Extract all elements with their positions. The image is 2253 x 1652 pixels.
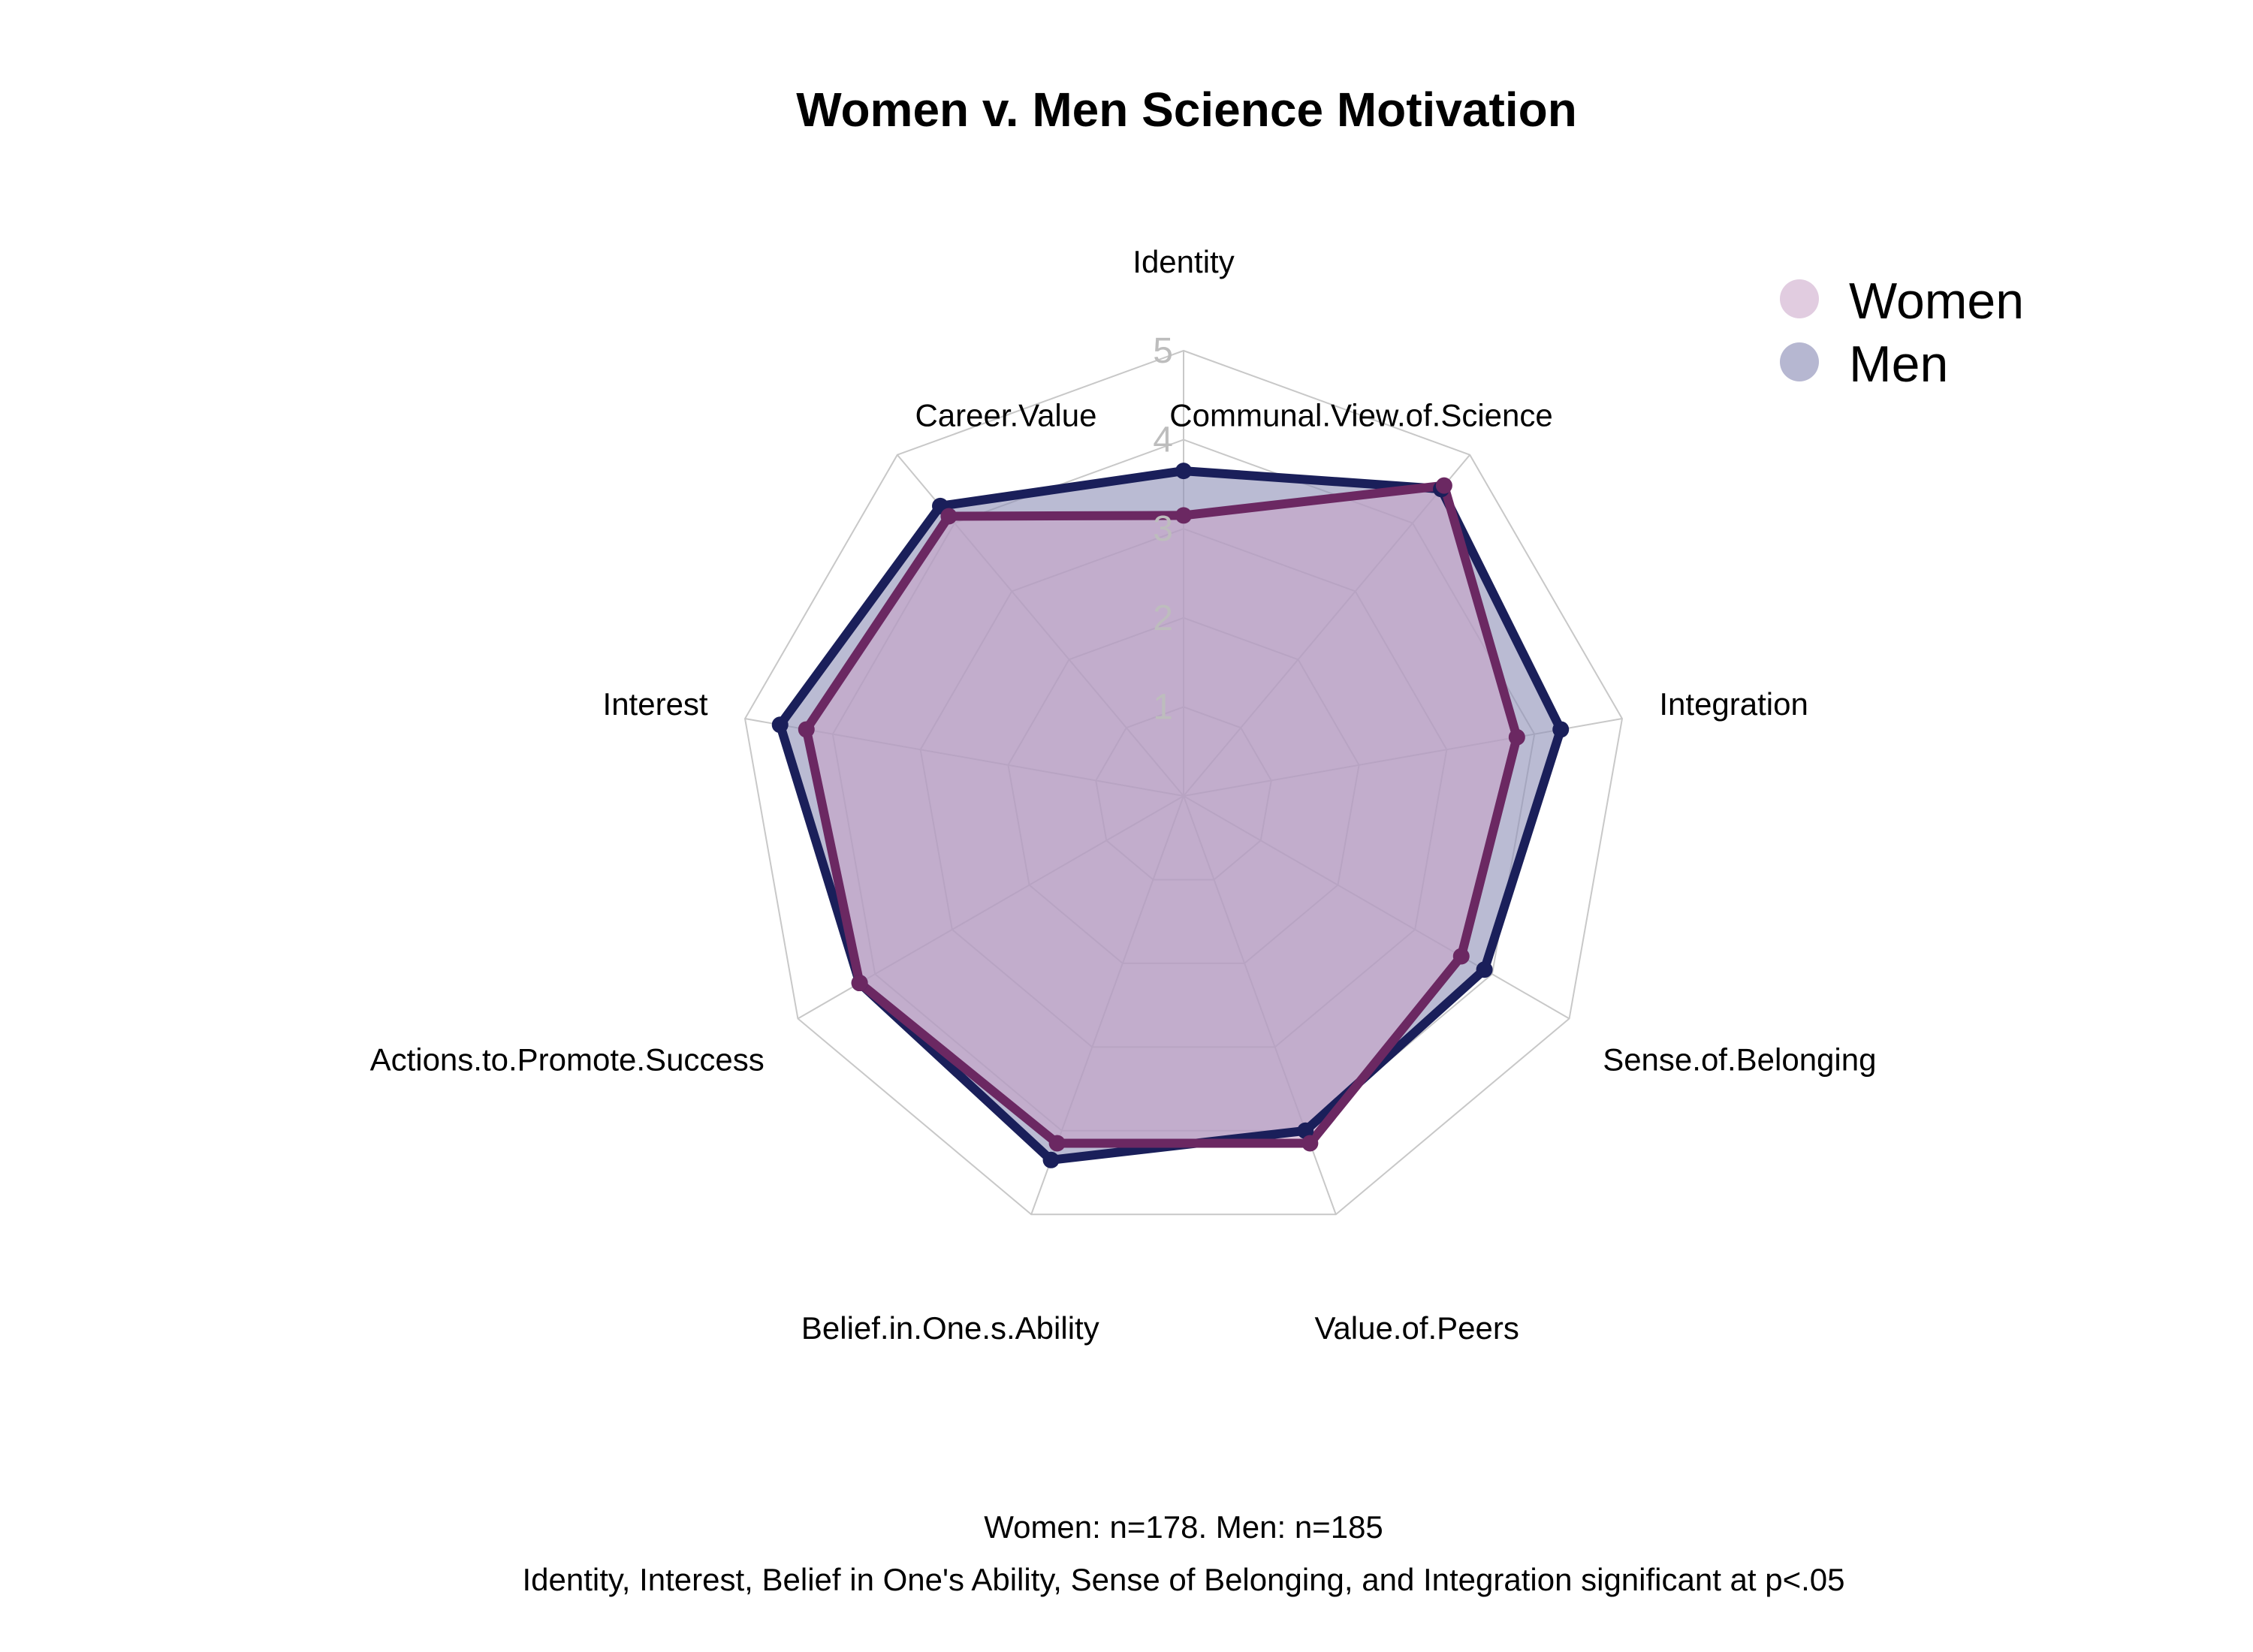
legend-women-swatch — [1780, 279, 1819, 318]
tick-label: 5 — [1153, 331, 1173, 371]
legend-men-swatch — [1780, 342, 1819, 381]
data-point-men — [1175, 463, 1192, 480]
axis-label: Identity — [1133, 244, 1234, 279]
data-point-men — [1552, 721, 1570, 738]
axis-label: Integration — [1659, 686, 1808, 722]
series-line-women — [801, 481, 1522, 1148]
series-area-women — [806, 485, 1517, 1144]
grid-ring-5 — [743, 349, 1624, 1216]
data-point-men — [1476, 961, 1493, 978]
axis-label: Career.Value — [915, 398, 1096, 433]
data-point-women — [1508, 728, 1525, 746]
axis-label: Interest — [603, 686, 708, 722]
legend-men-label: Men — [1849, 336, 1948, 393]
legend-women-label: Women — [1849, 273, 2024, 330]
tick-label: 1 — [1153, 687, 1173, 727]
data-point-women — [798, 721, 815, 738]
caption-sample-size: Women: n=178. Men: n=185 — [984, 1509, 1383, 1545]
axis-label: Communal.View.of.Science — [1169, 398, 1552, 433]
data-point-women — [940, 508, 958, 525]
data-point-men — [1042, 1151, 1060, 1168]
data-point-women — [1301, 1135, 1319, 1152]
tick-label: 4 — [1153, 421, 1173, 460]
data-point-women — [1452, 948, 1470, 965]
data-point-men — [771, 716, 789, 734]
caption-significance: Identity, Interest, Belief in One's Abil… — [522, 1562, 1844, 1597]
data-point-men — [1297, 1122, 1314, 1139]
tick-label: 2 — [1153, 598, 1173, 638]
radar-series — [771, 463, 1570, 1168]
data-point-women — [1175, 507, 1192, 524]
axis-label: Belief.in.One.s.Ability — [801, 1310, 1099, 1346]
axis-labels: Identity Communal.View.of.Science Integrat… — [370, 244, 1877, 1346]
data-point-women — [1048, 1135, 1066, 1152]
axis-label: Sense.of.Belonging — [1603, 1042, 1876, 1078]
chart-title: Women v. Men Science Motivation — [796, 83, 1577, 137]
data-point-women — [851, 975, 868, 992]
data-point-women — [1435, 477, 1452, 494]
radial-ticks: 1 2 3 4 5 — [1153, 331, 1173, 727]
legend: Women Men — [1780, 273, 2024, 393]
axis-label: Value.of.Peers — [1315, 1310, 1519, 1346]
axis-label: Actions.to.Promote.Success — [370, 1042, 765, 1078]
tick-label: 3 — [1153, 509, 1173, 549]
